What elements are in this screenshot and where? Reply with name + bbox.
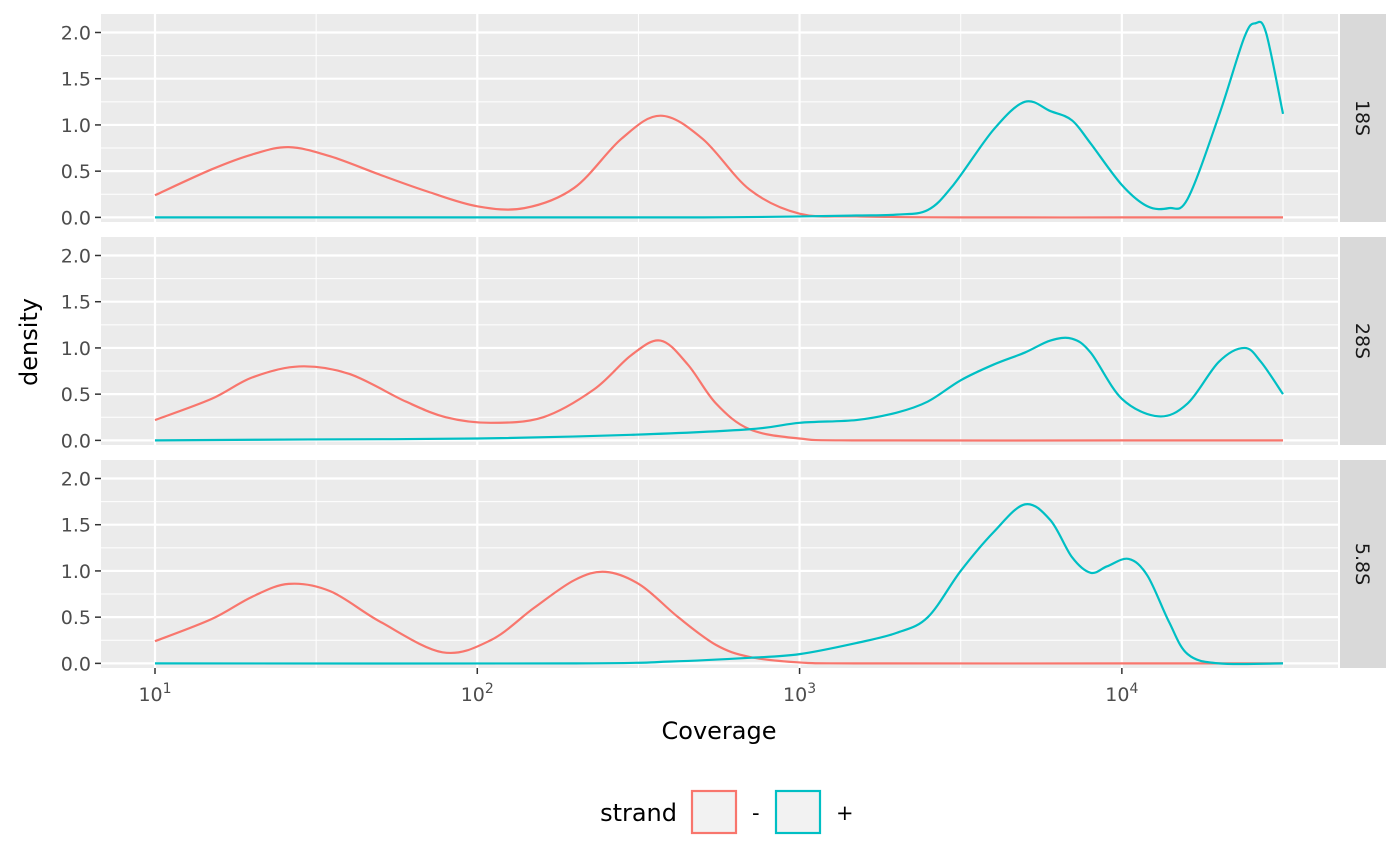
y-tick-label: 1.5 — [61, 292, 91, 314]
y-tick-label: 1.0 — [61, 561, 91, 583]
panel-background — [101, 14, 1338, 222]
y-tick-label: 0.5 — [61, 607, 91, 629]
y-tick-label: 1.0 — [61, 338, 91, 360]
density-line-minus-18S — [154, 114, 1283, 219]
x-tick-label: 104 — [1105, 681, 1138, 706]
legend-title: strand — [600, 799, 677, 827]
y-tick-label: 1.0 — [61, 115, 91, 137]
legend-key — [774, 789, 822, 835]
y-axis-title: density — [15, 298, 43, 386]
density-line-plus-28S — [154, 336, 1284, 442]
y-tick-label: 2.0 — [61, 468, 91, 490]
legend-label: + — [836, 801, 854, 825]
y-tick-label: 1.5 — [61, 69, 91, 91]
y-tick-label: 1.5 — [61, 515, 91, 537]
y-tick-label: 2.0 — [61, 22, 91, 44]
facet-strip — [1340, 460, 1386, 668]
facet-strip-label: 28S — [1351, 323, 1373, 359]
x-axis: 101 102 103 104 — [138, 668, 1138, 706]
facet-panel-28S: 0.0 0.5 1.0 1.5 2.0 28S — [61, 237, 1386, 452]
facet-panel-5.8S: 0.0 0.5 1.0 1.5 2.0 5.8S — [61, 460, 1386, 675]
legend-entry-plus: + — [774, 789, 854, 835]
legend: strand - + — [600, 789, 854, 835]
x-tick-label: 101 — [138, 681, 171, 706]
facet-panel-18S: 0.0 0.5 1.0 1.5 2.0 18S — [61, 14, 1386, 229]
y-tick-label: 0.0 — [61, 430, 91, 452]
facet-strip — [1340, 14, 1386, 222]
facet-strip-label: 18S — [1351, 100, 1373, 136]
density-line-plus-18S — [155, 20, 1285, 219]
x-tick-label: 103 — [783, 681, 816, 706]
x-axis-title: Coverage — [662, 717, 777, 745]
panels-layer: 0.00.51.01.52.018S0.00.51.01.52.028S0.00… — [61, 14, 1386, 675]
y-tick-label: 0.5 — [61, 384, 91, 406]
facet-strip-label: 5.8S — [1351, 543, 1373, 585]
y-tick-label: 0.0 — [61, 653, 91, 675]
panel-background — [101, 460, 1338, 668]
legend-key — [690, 789, 738, 835]
density-line-plus-5.8S — [154, 503, 1284, 666]
density-line-minus-5.8S — [154, 570, 1283, 665]
y-tick-label: 0.5 — [61, 161, 91, 183]
legend-label: - — [752, 801, 760, 825]
legend-entry-minus: - — [690, 789, 760, 835]
facet-strip — [1340, 237, 1386, 445]
y-tick-label: 0.0 — [61, 207, 91, 229]
x-tick-label: 102 — [461, 681, 494, 706]
density-line-minus-28S — [154, 339, 1283, 442]
panel-background — [101, 237, 1338, 445]
y-tick-label: 2.0 — [61, 245, 91, 267]
